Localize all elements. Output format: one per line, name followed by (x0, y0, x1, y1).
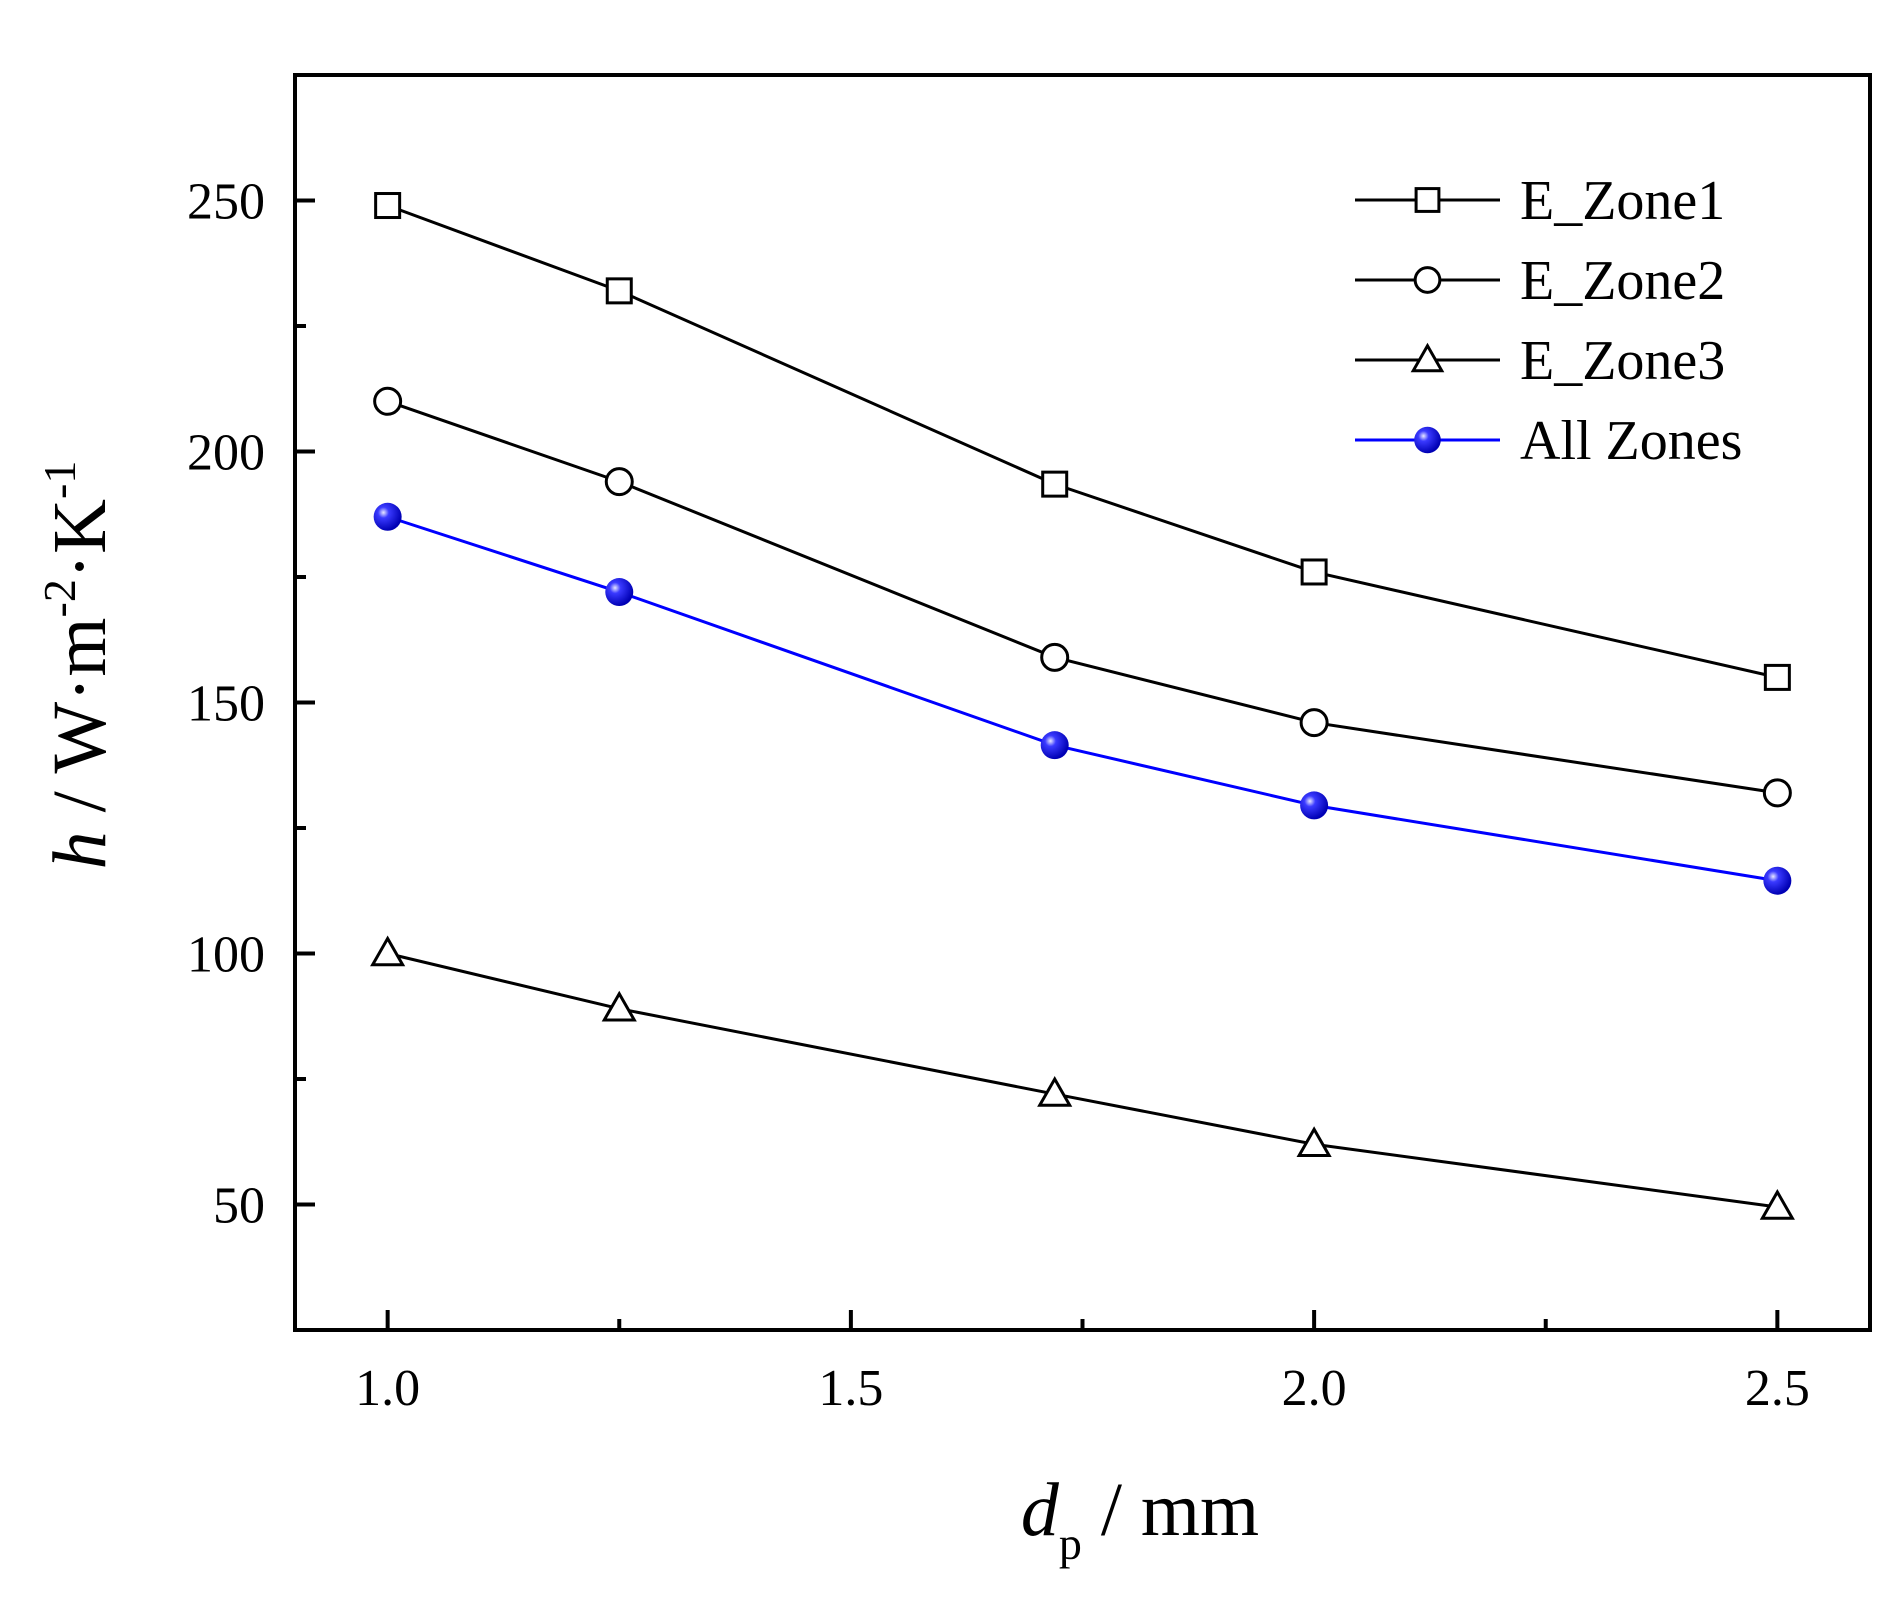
y-tick-label: 150 (187, 676, 265, 733)
data-point-all-zones (605, 578, 634, 607)
series-line-all-zones (387, 515, 1778, 883)
data-point-e-zone1 (1300, 558, 1328, 586)
x-axis-title: dp / mm (1021, 1468, 1259, 1569)
data-point-e-zone3 (1037, 1076, 1073, 1107)
x-tick-label: 1.0 (355, 1360, 420, 1417)
legend-label-e-zone3: E_Zone3 (1520, 330, 1725, 392)
y-tick-label: 200 (187, 425, 265, 482)
data-point-e-zone3 (1759, 1188, 1795, 1220)
data-point-all-zones (1040, 731, 1069, 760)
legend-marker-e-zone3 (1410, 342, 1445, 373)
data-point-e-zone3 (370, 935, 406, 967)
legend: E_Zone1 E_Zone2 E_Zone3 All Zones (1355, 170, 1742, 472)
x-tick-label: 2.5 (1745, 1360, 1810, 1417)
y-axis-title: h / W·m-2·K-1 (34, 461, 122, 870)
x-axis: 1.0 1.5 2.0 2.5 (355, 1310, 1810, 1417)
x-tick-label: 1.5 (818, 1360, 883, 1417)
data-point-all-zones (1300, 791, 1329, 820)
y-tick-label: 100 (187, 927, 265, 984)
data-point-e-zone2 (373, 386, 403, 416)
data-point-e-zone2 (1299, 708, 1329, 738)
x-tick-label: 2.0 (1282, 1360, 1347, 1417)
data-point-e-zone3 (601, 990, 637, 1022)
data-point-e-zone1 (374, 192, 402, 220)
data-point-e-zone2 (1762, 778, 1792, 808)
legend-marker-e-zone1 (1414, 187, 1441, 213)
legend-marker-e-zone2 (1413, 266, 1442, 294)
series-line-e-zone3 (387, 952, 1778, 1209)
legend-label-e-zone1: E_Zone1 (1520, 170, 1725, 232)
legend-marker-all-zones (1414, 426, 1441, 454)
plot-area (370, 192, 1795, 1220)
data-point-e-zone1 (1041, 470, 1069, 498)
data-point-e-zone3 (1296, 1126, 1332, 1158)
legend-label-e-zone2: E_Zone2 (1520, 250, 1725, 312)
data-point-e-zone1 (1763, 663, 1791, 691)
data-point-all-zones (373, 502, 402, 531)
data-point-e-zone2 (1040, 642, 1070, 672)
data-point-all-zones (1763, 866, 1792, 895)
data-point-e-zone2 (604, 467, 634, 497)
legend-label-all-zones: All Zones (1520, 410, 1742, 472)
y-tick-label: 50 (213, 1178, 265, 1235)
y-tick-label: 250 (187, 174, 265, 231)
data-point-e-zone1 (605, 277, 633, 305)
y-axis: 50 100 150 200 250 (187, 174, 315, 1235)
